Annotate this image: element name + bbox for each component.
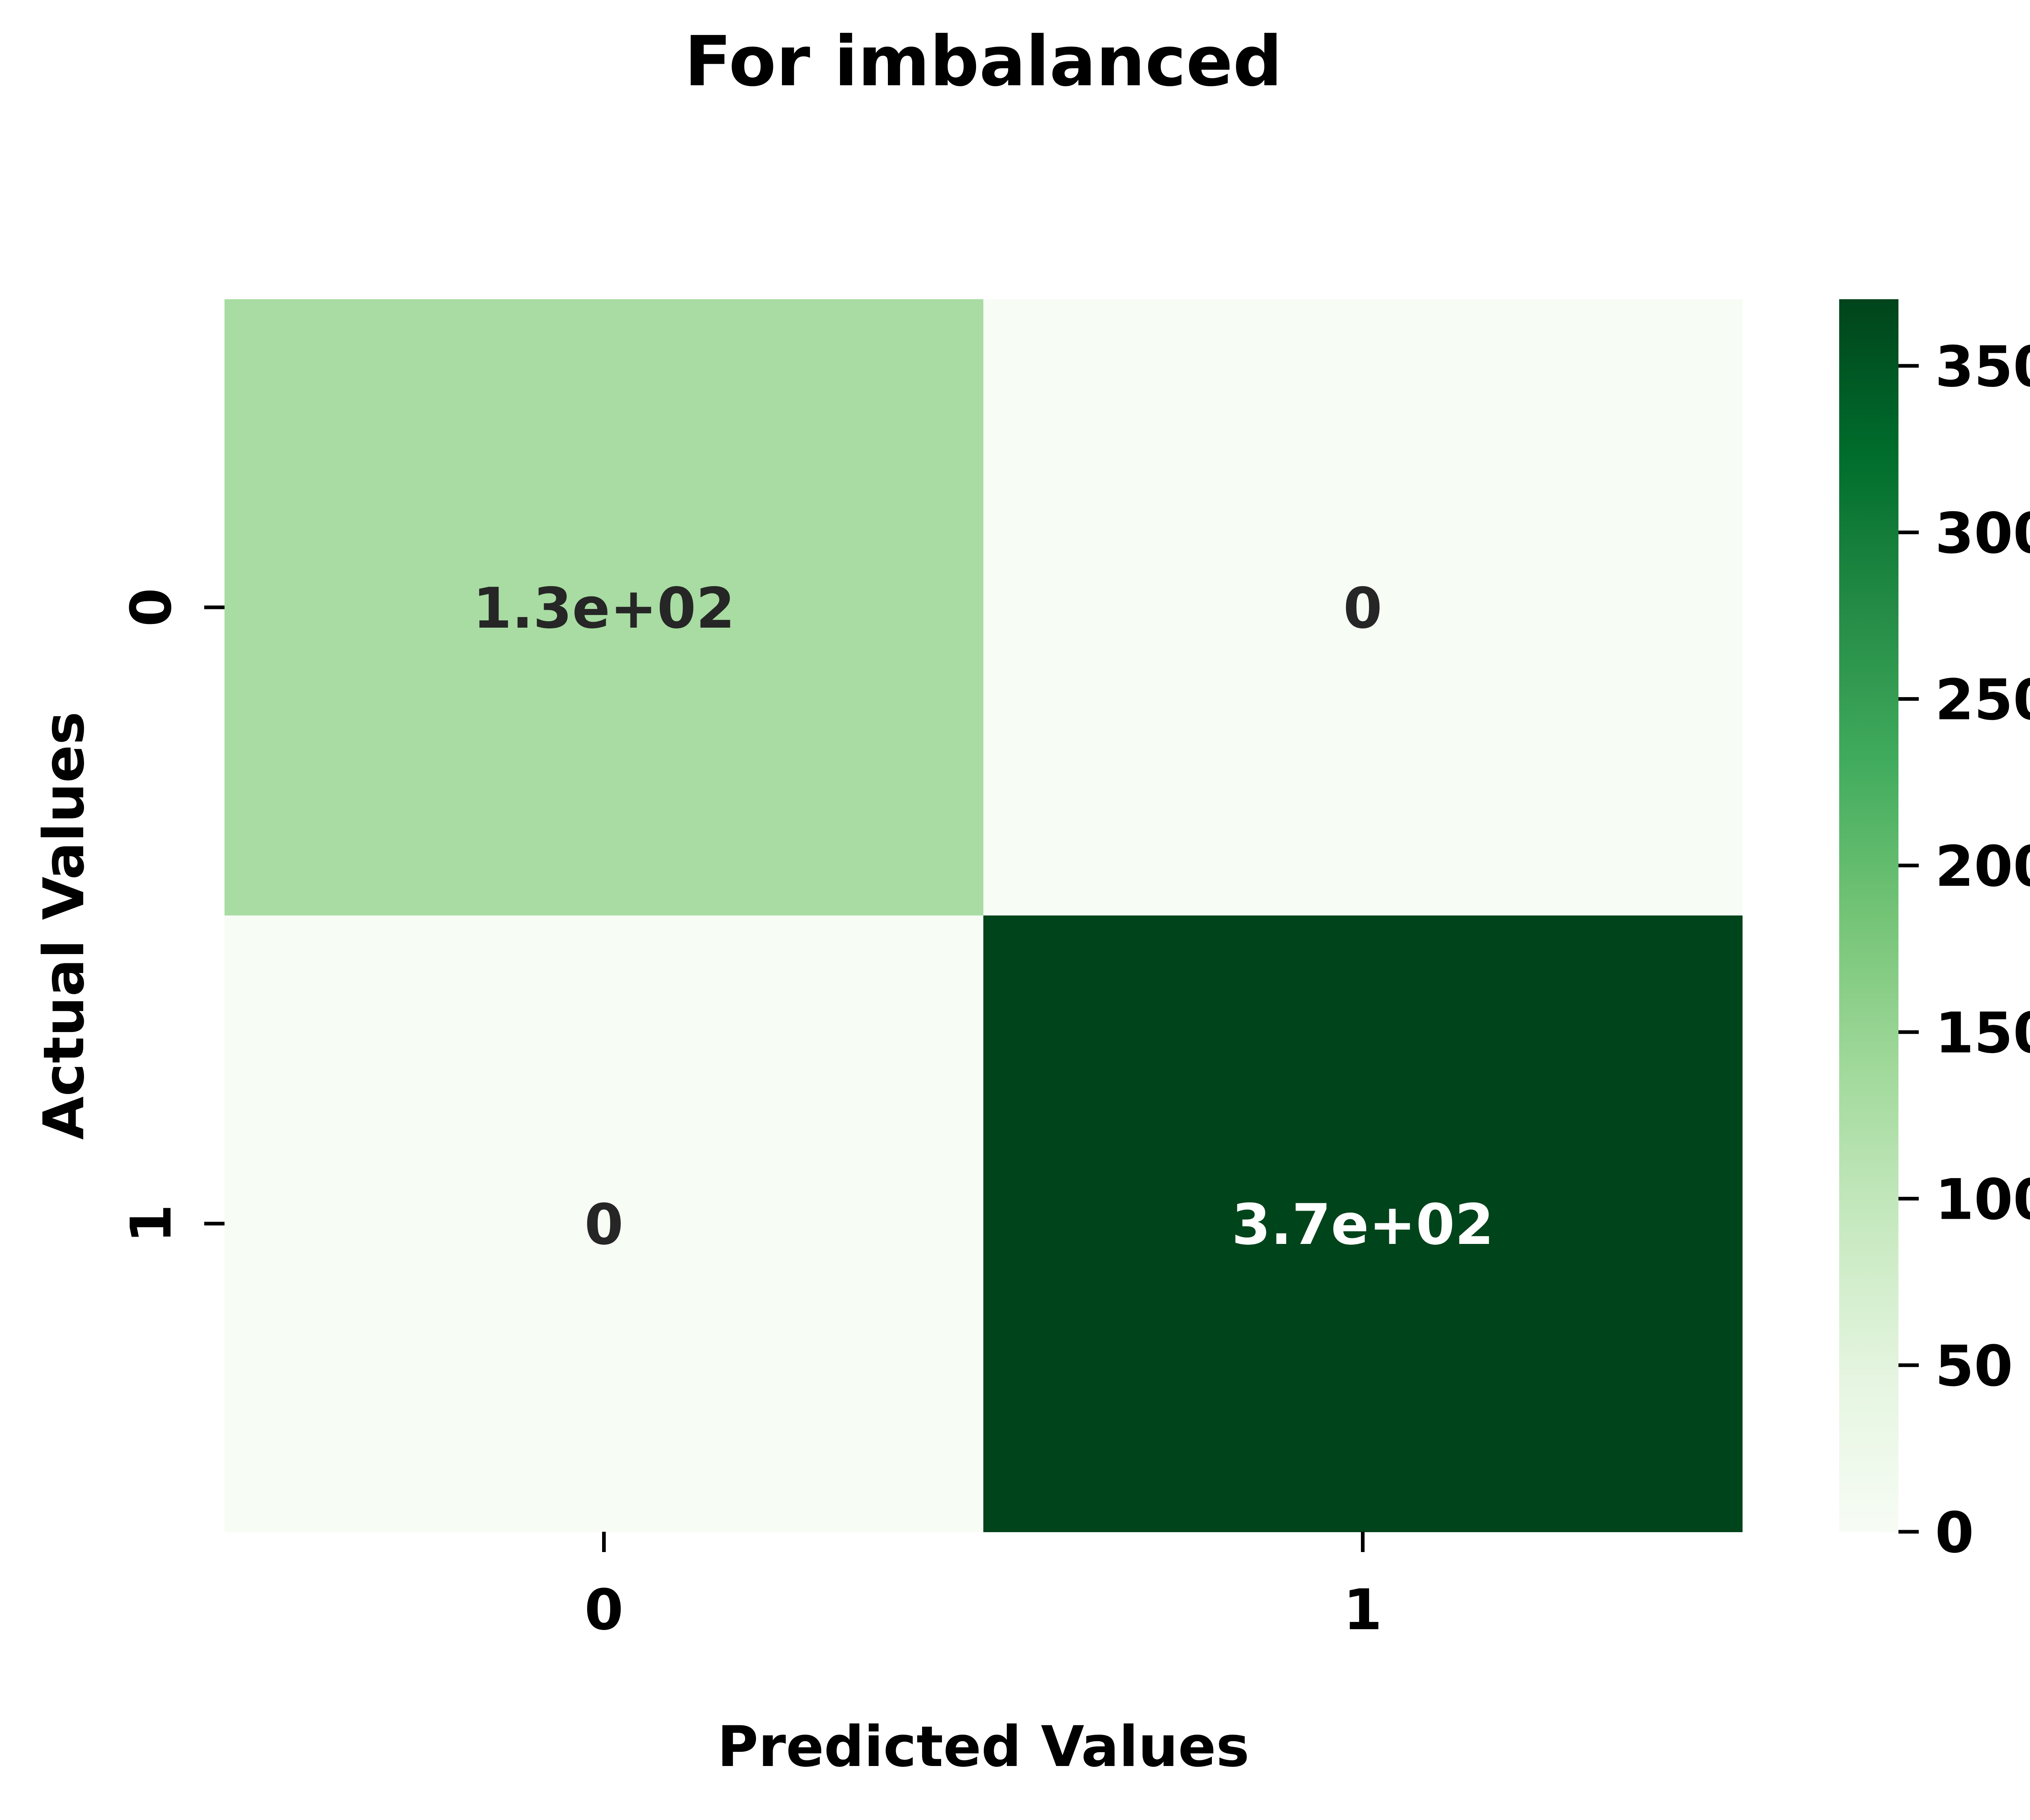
cell-label-0-0: 1.3e+02: [473, 576, 735, 641]
colorbar-tick-label-6: 300: [1935, 501, 2030, 566]
colorbar-tick-label-7: 350: [1935, 334, 2030, 399]
x-axis-label: Predicted Values: [717, 1714, 1250, 1779]
colorbar-tick-label-0: 0: [1935, 1500, 1974, 1565]
chart-title: For imbalanced: [685, 22, 1283, 102]
y-tick-label-0: 0: [119, 588, 184, 627]
colorbar-tick-label-4: 200: [1935, 834, 2030, 899]
heatmap-cells: [225, 299, 1743, 1532]
colorbar-tick-label-1: 50: [1935, 1334, 2013, 1399]
cell-label-1-1: 3.7e+02: [1232, 1192, 1494, 1257]
y-axis-label: Actual Values: [31, 712, 97, 1140]
heatmap-cell-1-0: [225, 915, 984, 1532]
colorbar-tick-label-3: 150: [1935, 1000, 2030, 1066]
colorbar-tick-label-2: 100: [1935, 1167, 2030, 1232]
colorbar: [1839, 299, 1898, 1532]
x-tick-label-1: 1: [1343, 1577, 1382, 1643]
y-tick-label-1: 1: [119, 1204, 184, 1243]
heatmap-cell-0-0: [225, 299, 984, 916]
heatmap-cell-1-1: [983, 915, 1743, 1532]
colorbar-tick-label-5: 250: [1935, 667, 2030, 733]
y-axis-ticks: 01: [119, 588, 225, 1243]
heatmap-cell-0-1: [983, 299, 1743, 916]
cell-label-1-0: 0: [584, 1192, 623, 1257]
cell-label-0-1: 0: [1343, 576, 1382, 641]
colorbar-ticks: 0 50 100 150 200 250 300 350: [1898, 334, 2030, 1565]
heatmap-cell-labels: 1.3e+02 0 0 3.7e+02: [473, 576, 1494, 1257]
x-tick-label-0: 0: [584, 1577, 623, 1643]
